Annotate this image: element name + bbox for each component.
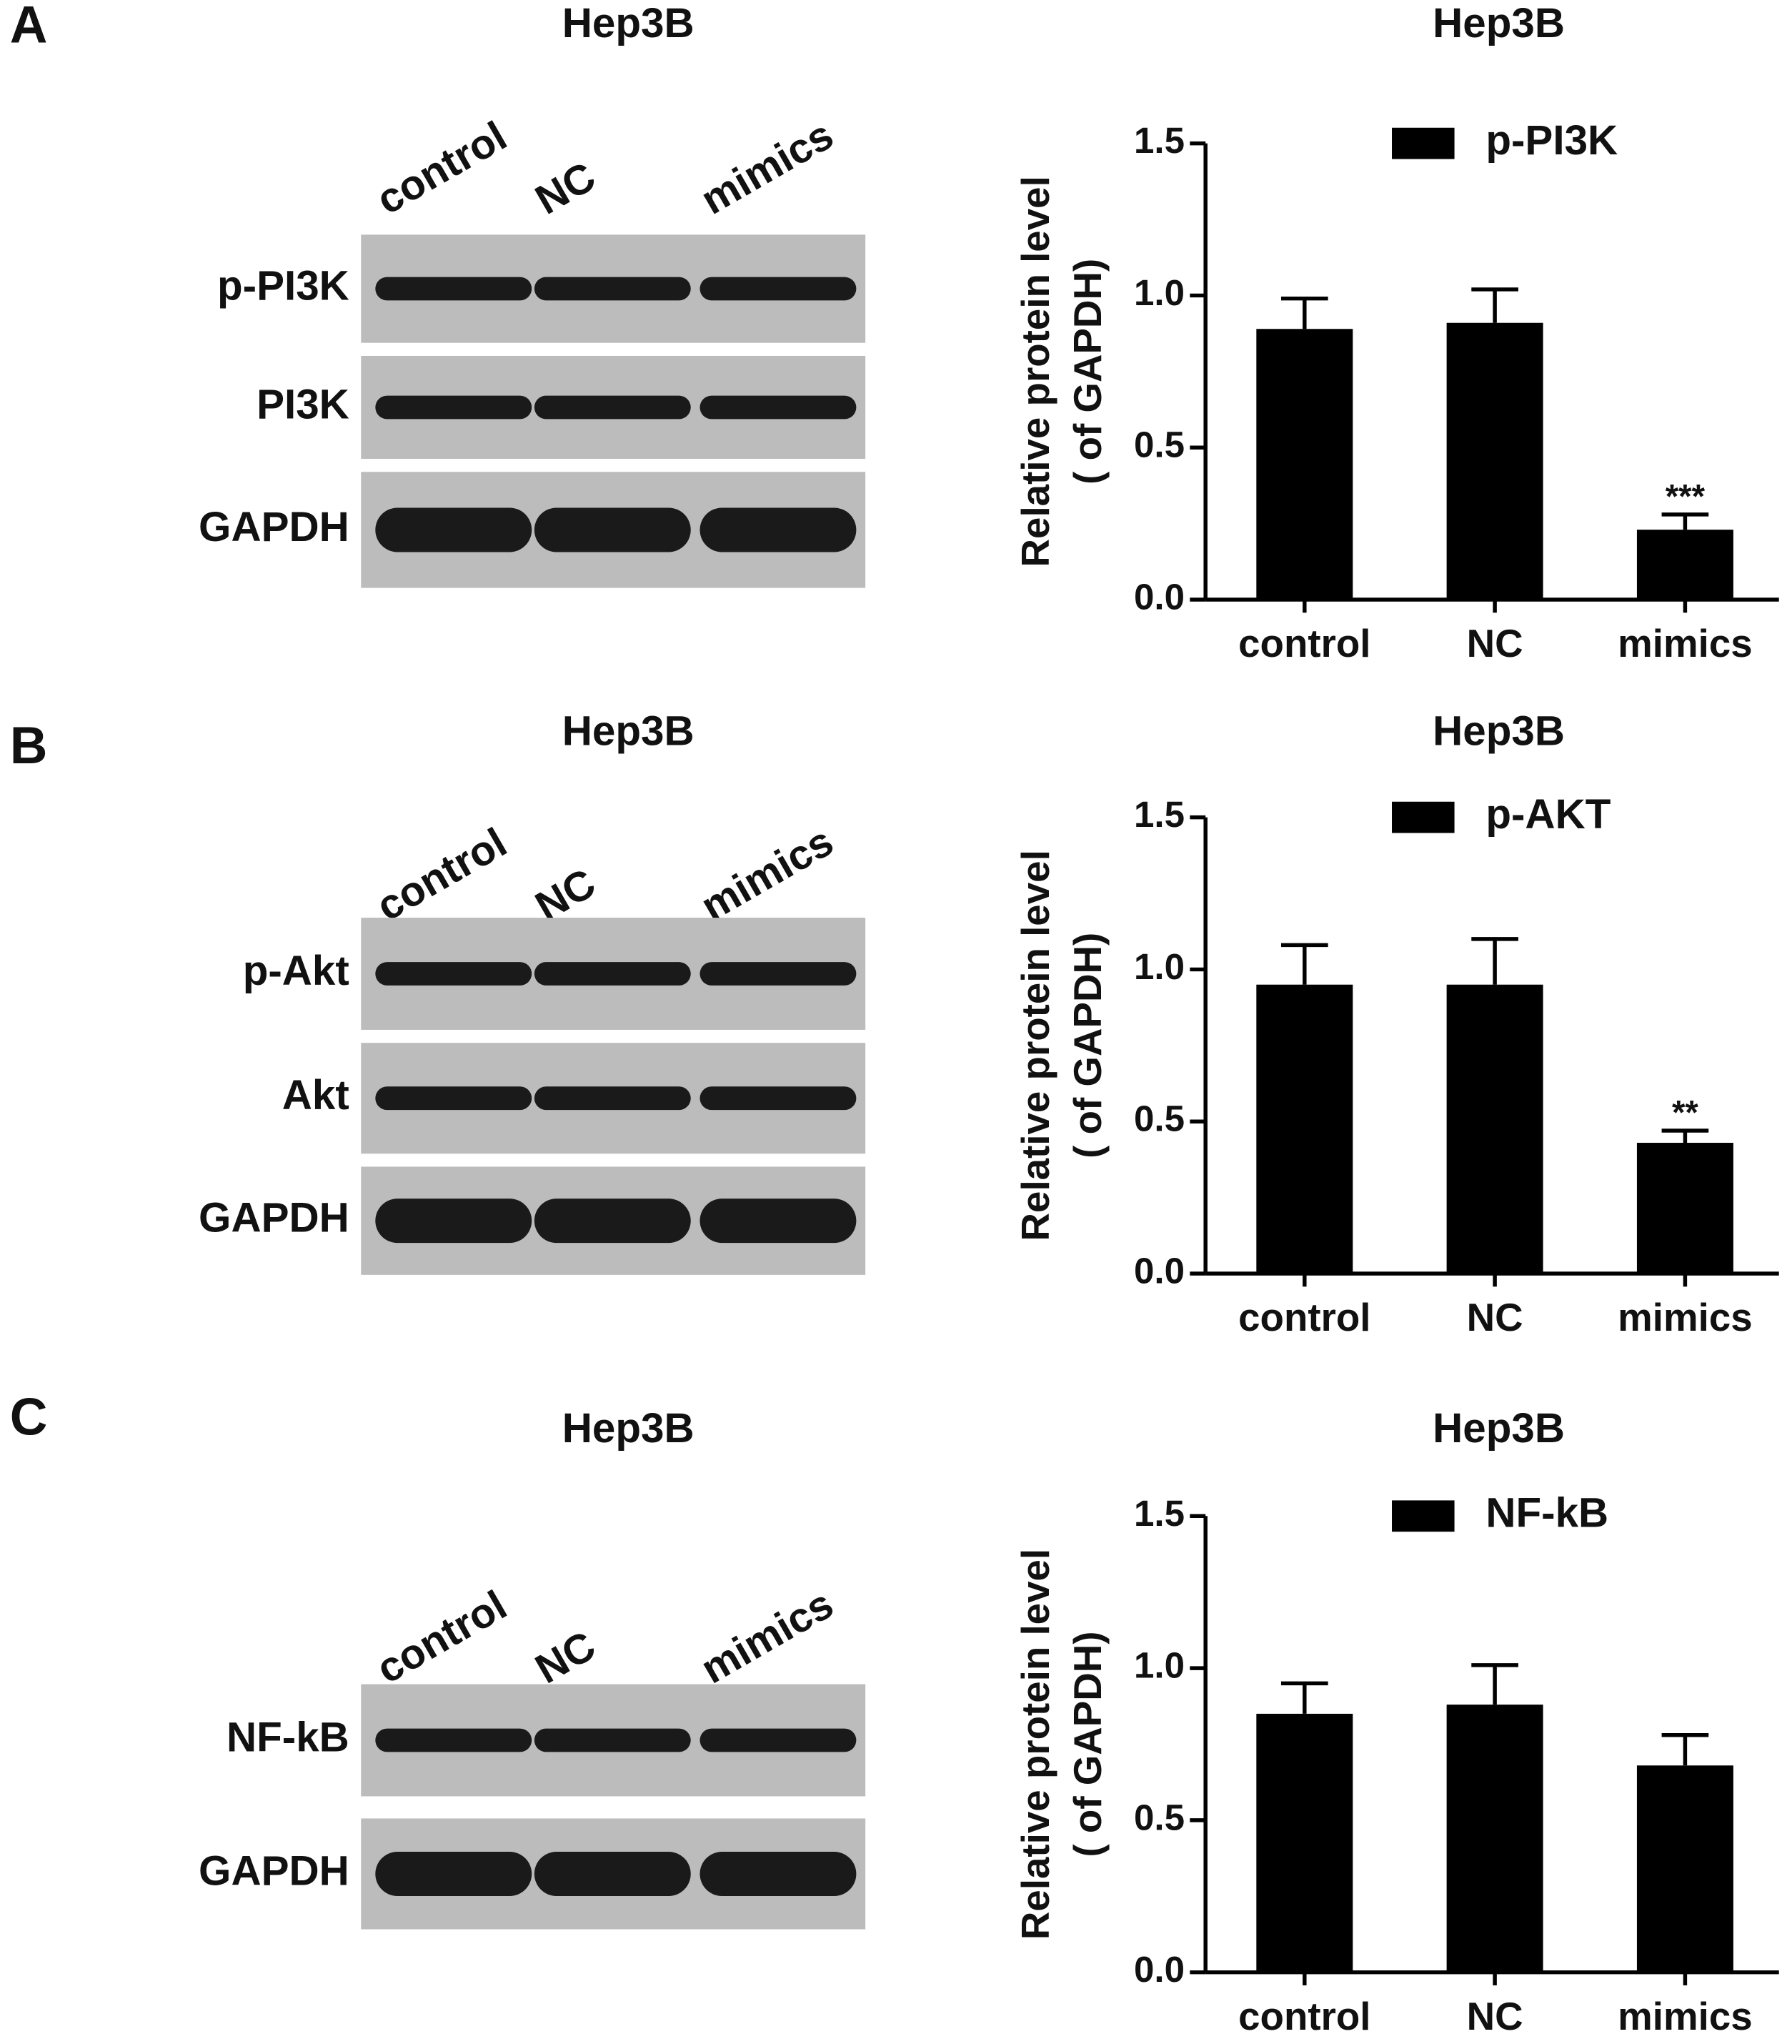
x-tick-label: control xyxy=(1238,621,1370,665)
legend-swatch xyxy=(1392,801,1455,833)
legend-swatch xyxy=(1392,127,1455,159)
x-tick-label: mimics xyxy=(1618,621,1753,665)
blot-row-label: GAPDH xyxy=(199,504,349,550)
lane-label: mimics xyxy=(693,1581,841,1693)
band xyxy=(700,395,857,420)
band xyxy=(534,507,691,552)
y-axis-label: Relative protein level xyxy=(1013,176,1057,567)
bar xyxy=(1636,530,1733,600)
band xyxy=(534,962,691,986)
y-tick-label: 1.5 xyxy=(1134,1493,1185,1534)
panel-label: A xyxy=(10,0,48,54)
lane-label: NC xyxy=(528,153,604,223)
x-tick-label: mimics xyxy=(1618,1994,1753,2038)
y-axis-label: Relative protein level xyxy=(1013,850,1057,1241)
legend-label: p-AKT xyxy=(1485,791,1611,838)
band xyxy=(375,1728,532,1752)
band xyxy=(534,1728,691,1752)
band xyxy=(534,277,691,301)
band xyxy=(700,962,857,986)
y-tick-label: 0.0 xyxy=(1134,577,1185,617)
bar xyxy=(1446,322,1543,600)
lane-label: control xyxy=(369,113,514,224)
band xyxy=(700,1851,857,1896)
blot-title: Hep3B xyxy=(562,0,695,46)
x-tick-label: NC xyxy=(1467,1994,1523,2038)
band xyxy=(375,395,532,420)
x-tick-label: control xyxy=(1238,1295,1370,1339)
lane-label: control xyxy=(369,819,514,930)
band xyxy=(375,1086,532,1111)
legend-label: p-PI3K xyxy=(1485,117,1618,164)
lane-label: mimics xyxy=(693,818,841,931)
band xyxy=(700,1728,857,1752)
bar xyxy=(1636,1765,1733,1973)
chart-title: Hep3B xyxy=(1433,0,1565,46)
blot-row-label: GAPDH xyxy=(199,1195,349,1241)
blot-row-label: PI3K xyxy=(257,381,349,427)
band xyxy=(375,277,532,301)
band xyxy=(375,507,532,552)
y-axis-label: ( of GAPDH) xyxy=(1065,259,1110,485)
bar xyxy=(1636,1143,1733,1274)
band xyxy=(375,1199,532,1244)
y-tick-label: 1.0 xyxy=(1134,1645,1185,1686)
y-tick-label: 0.0 xyxy=(1134,1251,1185,1291)
bar xyxy=(1256,329,1353,600)
y-tick-label: 1.5 xyxy=(1134,120,1185,161)
y-tick-label: 1.0 xyxy=(1134,272,1185,313)
band xyxy=(700,507,857,552)
x-tick-label: control xyxy=(1238,1994,1370,2038)
y-axis-label: ( of GAPDH) xyxy=(1065,1631,1110,1857)
lane-label: mimics xyxy=(693,111,841,224)
band xyxy=(700,1086,857,1111)
y-tick-label: 0.0 xyxy=(1134,1949,1185,1990)
y-tick-label: 1.0 xyxy=(1134,946,1185,987)
x-tick-label: mimics xyxy=(1618,1295,1753,1339)
x-tick-label: NC xyxy=(1467,1295,1523,1339)
band xyxy=(534,1199,691,1244)
chart-title: Hep3B xyxy=(1433,1405,1565,1452)
panel-label: B xyxy=(10,717,48,775)
bar xyxy=(1446,984,1543,1274)
legend-swatch xyxy=(1392,1500,1455,1532)
band xyxy=(700,277,857,301)
y-tick-label: 0.5 xyxy=(1134,1797,1185,1837)
y-tick-label: 0.5 xyxy=(1134,1098,1185,1139)
band xyxy=(375,962,532,986)
y-axis-label: Relative protein level xyxy=(1013,1549,1057,1940)
bar xyxy=(1256,1713,1353,1973)
significance: *** xyxy=(1666,478,1706,516)
blot-row-label: Akt xyxy=(282,1072,349,1118)
legend-label: NF-kB xyxy=(1485,1490,1608,1537)
band xyxy=(534,1086,691,1111)
blot-row-label: NF-kB xyxy=(227,1714,349,1760)
band xyxy=(534,1851,691,1896)
lane-label: NC xyxy=(528,1622,604,1692)
y-tick-label: 0.5 xyxy=(1134,425,1185,465)
y-axis-label: ( of GAPDH) xyxy=(1065,933,1110,1159)
blot-title: Hep3B xyxy=(562,708,695,754)
band xyxy=(534,395,691,420)
blot-row-label: p-PI3K xyxy=(217,262,349,309)
bar xyxy=(1256,984,1353,1274)
band xyxy=(375,1851,532,1896)
panel-label: C xyxy=(10,1388,48,1446)
chart-title: Hep3B xyxy=(1433,708,1565,754)
y-tick-label: 1.5 xyxy=(1134,794,1185,835)
x-tick-label: NC xyxy=(1467,621,1523,665)
blot-title: Hep3B xyxy=(562,1405,695,1452)
lane-label: control xyxy=(369,1582,514,1692)
blot-row-label: GAPDH xyxy=(199,1847,349,1894)
bar xyxy=(1446,1705,1543,1973)
blot-row-label: p-Akt xyxy=(243,948,349,994)
band xyxy=(700,1199,857,1244)
significance: ** xyxy=(1672,1094,1698,1132)
